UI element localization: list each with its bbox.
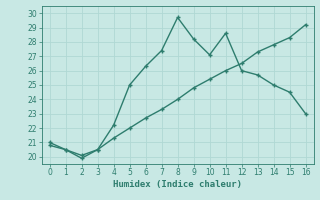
X-axis label: Humidex (Indice chaleur): Humidex (Indice chaleur) (113, 180, 242, 189)
